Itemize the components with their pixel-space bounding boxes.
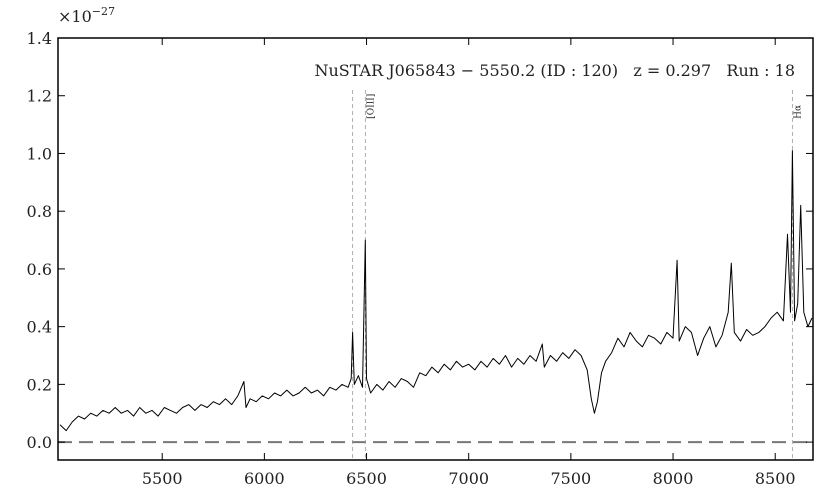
x-tick-label: 5500: [142, 469, 183, 488]
y-tick-label: 0.6: [27, 260, 52, 279]
y-tick-label: 1.0: [27, 144, 52, 163]
x-tick-label: 6000: [244, 469, 285, 488]
x-tick-label: 8500: [755, 469, 796, 488]
x-tick-label: 6500: [346, 469, 387, 488]
y-tick-label: 1.2: [27, 87, 52, 106]
x-tick-label: 8000: [653, 469, 694, 488]
x-tick-label: 7000: [448, 469, 489, 488]
annotation: NuSTAR J065843 − 5550.2 (ID : 120) z = 0…: [314, 61, 795, 80]
y-tick-label: 0.2: [27, 375, 52, 394]
offset-base: ×10: [58, 7, 92, 26]
y-tick-label: 1.4: [27, 29, 52, 48]
emission-line-label: [OIII]: [366, 94, 376, 119]
y-tick-label: 0.0: [27, 433, 52, 452]
y-tick-label: 0.8: [27, 202, 52, 221]
spectrum-line: [59, 150, 813, 432]
offset-exponent: −27: [92, 5, 115, 18]
y-tick-label: 0.4: [27, 318, 52, 337]
emission-line-label: Hα: [793, 105, 803, 119]
x-tick-label: 7500: [551, 469, 592, 488]
y-offset-label: ×10−27: [58, 5, 115, 26]
plot-frame: [57, 37, 814, 461]
